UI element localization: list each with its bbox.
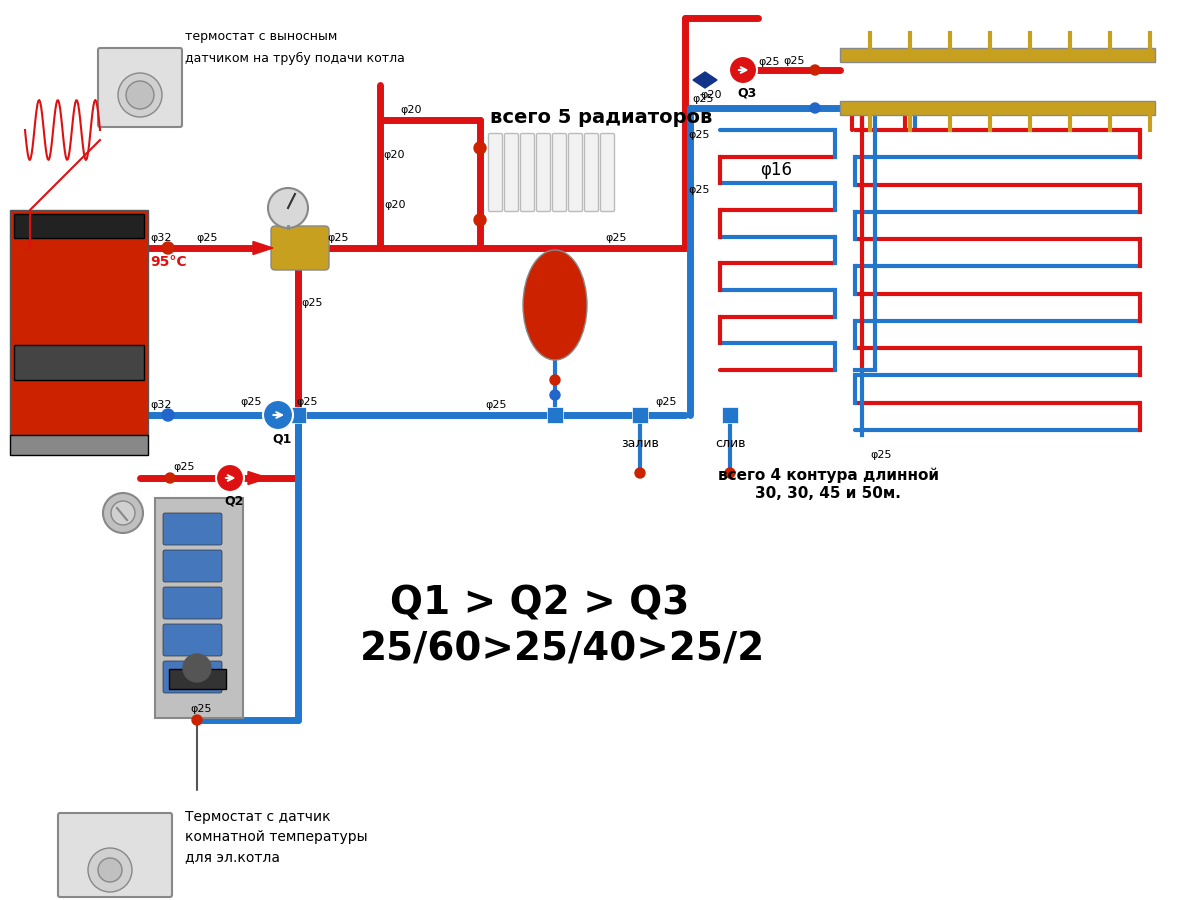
Text: φ25: φ25 [870, 450, 892, 460]
FancyBboxPatch shape [601, 133, 615, 212]
Text: φ25: φ25 [783, 56, 805, 66]
Polygon shape [253, 241, 273, 255]
FancyBboxPatch shape [14, 345, 144, 380]
Circle shape [98, 858, 122, 882]
FancyBboxPatch shape [722, 407, 739, 423]
Circle shape [165, 473, 175, 483]
Text: 30, 30, 45 и 50м.: 30, 30, 45 и 50м. [755, 486, 900, 501]
Text: всего 4 контура длинной: всего 4 контура длинной [718, 467, 939, 483]
Text: φ25: φ25 [296, 397, 318, 407]
Text: для эл.котла: для эл.котла [185, 850, 281, 864]
Text: Q2: Q2 [224, 494, 243, 507]
FancyBboxPatch shape [632, 407, 647, 423]
Circle shape [635, 468, 645, 478]
Text: комнатной температуры: комнатной температуры [185, 830, 368, 844]
Circle shape [474, 214, 486, 226]
FancyBboxPatch shape [271, 226, 329, 270]
Circle shape [126, 81, 153, 109]
Circle shape [263, 400, 293, 430]
Circle shape [162, 242, 174, 254]
Circle shape [811, 103, 820, 113]
FancyBboxPatch shape [547, 407, 564, 423]
FancyBboxPatch shape [169, 669, 225, 689]
Text: φ25: φ25 [173, 462, 194, 472]
Circle shape [216, 464, 245, 492]
Circle shape [112, 501, 135, 525]
Text: 95°C: 95°C [150, 255, 187, 269]
Circle shape [183, 654, 211, 682]
Polygon shape [248, 472, 269, 484]
Text: φ25: φ25 [692, 94, 713, 104]
Text: φ32: φ32 [150, 400, 171, 410]
FancyBboxPatch shape [163, 661, 222, 693]
Text: φ25: φ25 [758, 57, 779, 67]
Text: слив: слив [715, 437, 746, 450]
FancyBboxPatch shape [505, 133, 518, 212]
Text: φ25: φ25 [301, 298, 323, 308]
Text: φ25: φ25 [688, 185, 710, 195]
Circle shape [118, 73, 162, 117]
Text: Q1: Q1 [272, 433, 291, 446]
FancyBboxPatch shape [10, 210, 147, 435]
Circle shape [550, 390, 560, 400]
FancyBboxPatch shape [14, 214, 144, 238]
FancyBboxPatch shape [568, 133, 583, 212]
Text: φ25: φ25 [486, 400, 506, 410]
Text: φ20: φ20 [700, 90, 722, 100]
FancyBboxPatch shape [840, 101, 1155, 115]
Circle shape [474, 142, 486, 154]
Text: φ20: φ20 [384, 200, 405, 210]
Text: φ25: φ25 [688, 130, 710, 140]
FancyBboxPatch shape [536, 133, 550, 212]
FancyBboxPatch shape [163, 550, 222, 582]
Text: φ32: φ32 [150, 233, 171, 243]
FancyBboxPatch shape [58, 813, 171, 897]
Text: Q3: Q3 [737, 86, 757, 99]
FancyBboxPatch shape [155, 498, 243, 718]
Circle shape [729, 56, 757, 84]
Text: 25/60>25/40>25/2: 25/60>25/40>25/2 [360, 630, 765, 668]
Text: φ20: φ20 [400, 105, 422, 115]
Text: φ25: φ25 [655, 397, 676, 407]
Circle shape [725, 468, 735, 478]
Circle shape [88, 848, 132, 892]
Text: термостат с выносным: термостат с выносным [185, 30, 337, 43]
Text: φ25: φ25 [195, 233, 217, 243]
FancyBboxPatch shape [584, 133, 598, 212]
Ellipse shape [523, 250, 588, 360]
Text: φ25: φ25 [240, 397, 261, 407]
Text: залив: залив [621, 437, 659, 450]
FancyBboxPatch shape [10, 435, 147, 455]
Text: φ20: φ20 [382, 150, 404, 160]
FancyBboxPatch shape [163, 624, 222, 656]
Circle shape [192, 715, 201, 725]
Circle shape [162, 409, 174, 421]
FancyBboxPatch shape [163, 513, 222, 545]
FancyBboxPatch shape [163, 587, 222, 619]
Circle shape [269, 188, 308, 228]
FancyBboxPatch shape [840, 48, 1155, 62]
FancyBboxPatch shape [553, 133, 566, 212]
FancyBboxPatch shape [520, 133, 535, 212]
Polygon shape [693, 72, 717, 88]
Text: Термостат с датчик: Термостат с датчик [185, 810, 331, 824]
Text: φ25: φ25 [605, 233, 627, 243]
Text: датчиком на трубу подачи котла: датчиком на трубу подачи котла [185, 52, 405, 65]
FancyBboxPatch shape [488, 133, 502, 212]
Text: φ16: φ16 [760, 161, 793, 179]
FancyBboxPatch shape [290, 407, 306, 423]
Circle shape [103, 493, 143, 533]
Text: Q1 > Q2 > Q3: Q1 > Q2 > Q3 [390, 585, 689, 623]
Text: φ25: φ25 [189, 704, 211, 714]
Text: всего 5 радиаторов: всего 5 радиаторов [490, 108, 712, 127]
Text: φ25: φ25 [327, 233, 349, 243]
FancyBboxPatch shape [98, 48, 182, 127]
Circle shape [811, 65, 820, 75]
Circle shape [550, 375, 560, 385]
